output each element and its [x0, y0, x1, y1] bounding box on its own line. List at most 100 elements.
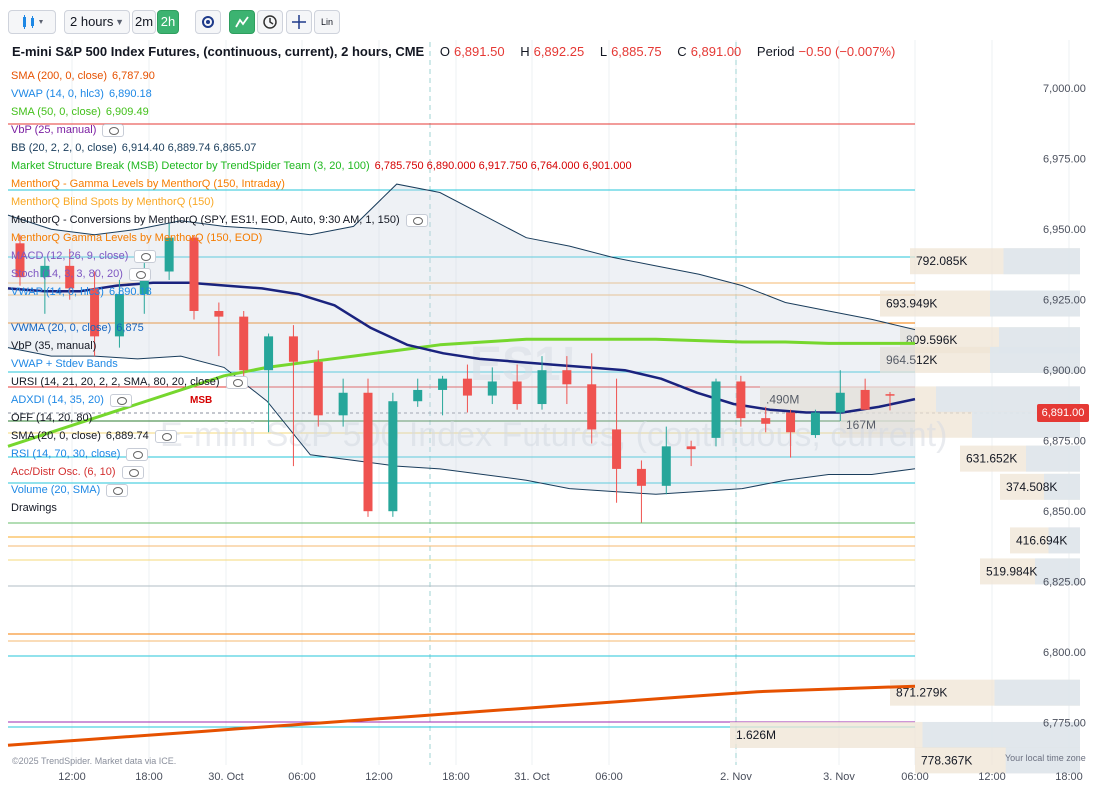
- period-label: Period: [756, 44, 795, 59]
- indicator-row[interactable]: OFF (14, 20, 80): [11, 409, 651, 427]
- candle-body: [587, 384, 597, 430]
- price-tick-label: 6,950.00: [1043, 224, 1086, 236]
- interval-2m-button[interactable]: 2m: [132, 10, 156, 34]
- indicator-row[interactable]: Market Structure Break (MSB) Detector by…: [11, 157, 651, 175]
- eye-icon[interactable]: [106, 483, 129, 497]
- scale-button[interactable]: Lin: [314, 10, 340, 34]
- indicator-name: MenthorQ Blind Spots by MenthorQ (150): [11, 196, 214, 208]
- indicator-row[interactable]: VWAP (14, 0, hlc3) 6,890.18: [11, 283, 651, 301]
- candle-body: [214, 310, 224, 317]
- indicator-name: Drawings: [11, 502, 57, 514]
- eye-icon[interactable]: [134, 249, 157, 263]
- time-tick-label: 3. Nov: [823, 771, 855, 783]
- clock-icon: [263, 15, 277, 29]
- eye-icon[interactable]: [102, 123, 125, 137]
- indicator-row[interactable]: VbP (25, manual): [11, 121, 651, 139]
- indicator-row[interactable]: VWAP + Stdev Bands: [11, 355, 651, 373]
- time-tick-label: 12:00: [365, 771, 393, 783]
- candle-body: [288, 336, 298, 362]
- volume-profile-bar: [1048, 527, 1080, 554]
- period-value: −0.50 (−0.007%): [798, 44, 896, 59]
- indicator-row[interactable]: BB (20, 2, 2, 0, close) 6,914.40 6,889.74…: [11, 139, 651, 157]
- indicator-row[interactable]: Drawings: [11, 499, 651, 517]
- volume-profile-label: 167M: [846, 418, 876, 432]
- indicator-name: MenthorQ Gamma Levels by MenthorQ (150, …: [11, 232, 263, 244]
- indicator-row[interactable]: SMA (20, 0, close) 6,889.74: [11, 427, 651, 445]
- indicator-name: VWMA (20, 0, close): [11, 322, 112, 334]
- indicator-value: 6,787.90: [112, 70, 155, 82]
- candle-body: [562, 370, 572, 385]
- indicator-name: MACD (12, 26, 9, close): [11, 250, 129, 262]
- candle-body: [65, 265, 75, 289]
- volume-profile-bar: [994, 679, 1080, 706]
- indicator-row[interactable]: SMA (50, 0, close) 6,909.49: [11, 103, 651, 121]
- candle-body: [462, 378, 472, 396]
- high-label: H: [520, 44, 530, 59]
- indicator-row[interactable]: VWAP (14, 0, hlc3) 6,890.18: [11, 85, 651, 103]
- indicator-row[interactable]: ADXDI (14, 35, 20): [11, 391, 651, 409]
- interval-dropdown[interactable]: 2 hours ▼: [64, 10, 130, 34]
- candle-body: [686, 446, 696, 450]
- indicator-row[interactable]: RSI (14, 70, 30, close): [11, 445, 651, 463]
- indicator-row[interactable]: Acc/Distr Osc. (6, 10): [11, 463, 651, 481]
- indicator-name: VWAP + Stdev Bands: [11, 358, 118, 370]
- indicator-row[interactable]: VWMA (20, 0, close) 6,875: [11, 319, 651, 337]
- indicator-row[interactable]: MenthorQ Gamma Levels by MenthorQ (150, …: [11, 229, 651, 247]
- chart-header: E-mini S&P 500 Index Futures, (continuou…: [12, 44, 895, 59]
- eye-icon[interactable]: [126, 447, 149, 461]
- volume-profile-label: 374.508K: [1006, 480, 1057, 494]
- eye-icon[interactable]: [405, 213, 428, 227]
- bb-fill: [8, 184, 915, 495]
- time-tick-label: 06:00: [595, 771, 623, 783]
- price-tick-label: 6,775.00: [1043, 718, 1086, 730]
- indicator-name: Stoch (14, 3, 3, 80, 20): [11, 268, 123, 280]
- low-value: 6,885.75: [611, 44, 662, 59]
- volume-profile-label: .490M: [766, 392, 799, 406]
- settings-button[interactable]: [195, 10, 221, 34]
- time-tick-label: 31. Oct: [514, 771, 549, 783]
- indicator-row[interactable]: MenthorQ Blind Spots by MenthorQ (150): [11, 193, 651, 211]
- indicator-row[interactable]: MenthorQ - Conversions by MenthorQ (SPY,…: [11, 211, 651, 229]
- eye-icon[interactable]: [154, 429, 177, 443]
- indicator-row[interactable]: Volume (20, SMA): [11, 481, 651, 499]
- time-axis[interactable]: 12:00 18:00 30. Oct 06:00 12:00 18:00 31. Oct 0…: [58, 771, 1083, 783]
- candle-body: [114, 294, 124, 337]
- indicator-row[interactable]: MACD (12, 26, 9, close): [11, 247, 651, 265]
- gear-icon: [202, 16, 214, 28]
- msb-marker: MSB: [190, 395, 212, 406]
- candle-body: [264, 336, 274, 371]
- candle-body: [487, 381, 497, 396]
- eye-icon[interactable]: [121, 465, 144, 479]
- volume-profile-label: 964.512K: [886, 353, 937, 367]
- time-tick-label: 2. Nov: [720, 771, 752, 783]
- indicator-row[interactable]: SMA (200, 0, close) 6,787.90: [11, 67, 651, 85]
- indicator-row[interactable]: [11, 301, 651, 319]
- indicator-value: 6,890.18: [108, 286, 152, 298]
- trend-tool-button[interactable]: [229, 10, 255, 34]
- interval-2h-button[interactable]: 2h: [157, 10, 179, 34]
- indicator-row[interactable]: Stoch (14, 3, 3, 80, 20): [11, 265, 651, 283]
- scale-label: Lin: [320, 17, 333, 27]
- eye-icon[interactable]: [225, 375, 248, 389]
- indicator-name: SMA (200, 0, close): [11, 70, 107, 82]
- price-tick-label: 6,800.00: [1043, 647, 1086, 659]
- chart-type-button[interactable]: [8, 10, 56, 34]
- indicator-row[interactable]: MenthorQ - Gamma Levels by MenthorQ (150…: [11, 175, 651, 193]
- eye-icon[interactable]: [128, 267, 151, 281]
- price-axis[interactable]: 7,000.00 6,975.00 6,950.00 6,925.00 6,900.00…: [1043, 83, 1086, 730]
- candle-body: [711, 381, 721, 438]
- candle-body: [835, 392, 845, 413]
- indicator-row[interactable]: URSI (14, 21, 20, 2, 2, SMA, 80, 20, clo…: [11, 373, 651, 391]
- candle-body: [512, 381, 522, 405]
- bollinger-bands: [7, 183, 916, 495]
- crosshair-button[interactable]: [286, 10, 312, 34]
- clock-button[interactable]: [257, 10, 283, 34]
- volume-profile-bar: [1044, 473, 1080, 500]
- candle-body: [537, 370, 547, 405]
- candle-body: [388, 401, 398, 512]
- eye-icon[interactable]: [109, 393, 132, 407]
- candle-body: [413, 389, 423, 402]
- indicator-row[interactable]: VbP (35, manual): [11, 337, 651, 355]
- volume-profile-label: 416.694K: [1016, 533, 1067, 547]
